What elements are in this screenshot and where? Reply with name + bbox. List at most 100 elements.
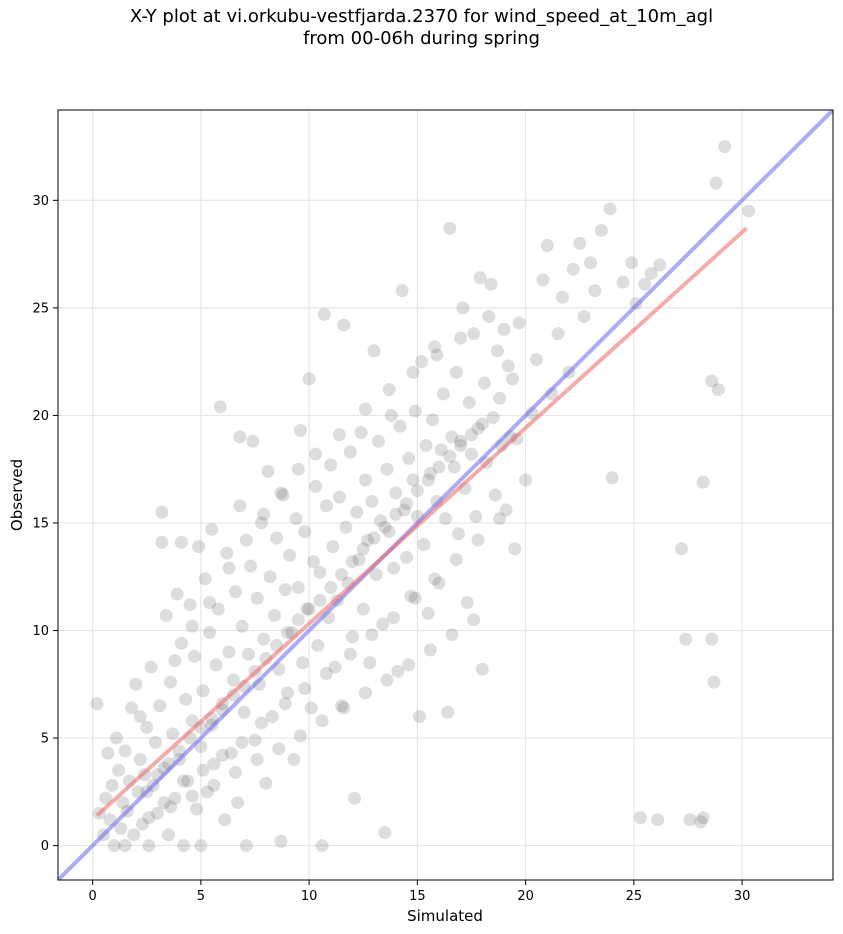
data-point bbox=[454, 331, 468, 345]
data-point bbox=[402, 658, 416, 672]
data-point bbox=[196, 763, 210, 777]
data-point bbox=[133, 710, 147, 724]
data-point bbox=[709, 176, 723, 190]
data-point bbox=[358, 402, 372, 416]
data-point bbox=[361, 533, 375, 547]
data-point bbox=[348, 791, 362, 805]
data-point bbox=[475, 417, 489, 431]
data-point bbox=[426, 413, 440, 427]
x-tick-label: 20 bbox=[517, 889, 534, 904]
data-point bbox=[190, 802, 204, 816]
data-point bbox=[378, 826, 392, 840]
data-point bbox=[278, 697, 292, 711]
data-point bbox=[148, 735, 162, 749]
data-point bbox=[328, 660, 342, 674]
data-point bbox=[356, 542, 370, 556]
data-point bbox=[423, 643, 437, 657]
data-point bbox=[293, 729, 307, 743]
data-point bbox=[464, 447, 478, 461]
data-point bbox=[274, 486, 288, 500]
data-point bbox=[679, 632, 693, 646]
data-point bbox=[235, 735, 249, 749]
data-point bbox=[387, 611, 401, 625]
data-point bbox=[140, 720, 154, 734]
data-point bbox=[350, 505, 364, 519]
data-point bbox=[432, 576, 446, 590]
data-point bbox=[220, 546, 234, 560]
data-point bbox=[588, 284, 602, 298]
data-point bbox=[566, 262, 580, 276]
data-point bbox=[413, 710, 427, 724]
data-point bbox=[157, 796, 171, 810]
data-point bbox=[155, 535, 169, 549]
data-point bbox=[471, 533, 485, 547]
data-point bbox=[469, 510, 483, 524]
data-point bbox=[345, 630, 359, 644]
data-point bbox=[168, 654, 182, 668]
data-point bbox=[116, 796, 130, 810]
data-point bbox=[742, 204, 756, 218]
data-point bbox=[384, 408, 398, 422]
data-point bbox=[324, 458, 338, 472]
data-point bbox=[267, 608, 281, 622]
data-point bbox=[638, 277, 652, 291]
data-point bbox=[159, 608, 173, 622]
data-point bbox=[174, 636, 188, 650]
data-point bbox=[419, 439, 433, 453]
data-point bbox=[280, 686, 294, 700]
data-point bbox=[335, 699, 349, 713]
data-point bbox=[389, 486, 403, 500]
data-point bbox=[300, 602, 314, 616]
data-point bbox=[185, 789, 199, 803]
y-tick-label: 15 bbox=[32, 516, 49, 531]
data-point bbox=[380, 673, 394, 687]
x-axis-ticks: 0 5 10 15 20 25 30 bbox=[88, 880, 750, 904]
data-point bbox=[213, 400, 227, 414]
y-tick-label: 10 bbox=[32, 624, 49, 639]
data-point bbox=[306, 555, 320, 569]
data-point bbox=[378, 520, 392, 534]
data-point bbox=[400, 497, 414, 511]
data-point bbox=[302, 372, 316, 386]
data-point bbox=[192, 540, 206, 554]
data-point bbox=[711, 383, 725, 397]
data-point bbox=[209, 658, 223, 672]
data-point bbox=[434, 443, 448, 457]
data-point bbox=[718, 140, 732, 154]
data-point bbox=[408, 404, 422, 418]
y-axis-label: Observed bbox=[8, 459, 26, 531]
data-point bbox=[653, 258, 667, 272]
data-point bbox=[239, 533, 253, 547]
data-point bbox=[486, 411, 500, 425]
x-tick-label: 15 bbox=[409, 889, 426, 904]
data-point bbox=[311, 639, 325, 653]
data-point bbox=[443, 449, 457, 463]
data-point bbox=[142, 811, 156, 825]
data-point bbox=[577, 309, 591, 323]
data-point bbox=[332, 490, 346, 504]
data-point bbox=[343, 647, 357, 661]
data-point bbox=[633, 811, 647, 825]
data-point bbox=[218, 813, 232, 827]
x-tick-label: 0 bbox=[88, 889, 96, 904]
data-point bbox=[339, 520, 353, 534]
data-point bbox=[432, 460, 446, 474]
data-point bbox=[239, 839, 253, 853]
identity-line bbox=[58, 110, 833, 880]
data-point bbox=[391, 664, 405, 678]
data-point bbox=[358, 686, 372, 700]
data-point bbox=[443, 221, 457, 235]
data-point bbox=[445, 628, 459, 642]
data-point bbox=[127, 828, 141, 842]
x-tick-label: 30 bbox=[734, 889, 751, 904]
data-point bbox=[309, 447, 323, 461]
data-point bbox=[317, 307, 331, 321]
data-point bbox=[203, 596, 217, 610]
data-point bbox=[319, 499, 333, 513]
data-point bbox=[170, 587, 184, 601]
data-point bbox=[129, 677, 143, 691]
data-point bbox=[309, 479, 323, 493]
data-point bbox=[261, 464, 275, 478]
data-point bbox=[291, 580, 305, 594]
data-point bbox=[280, 626, 294, 640]
